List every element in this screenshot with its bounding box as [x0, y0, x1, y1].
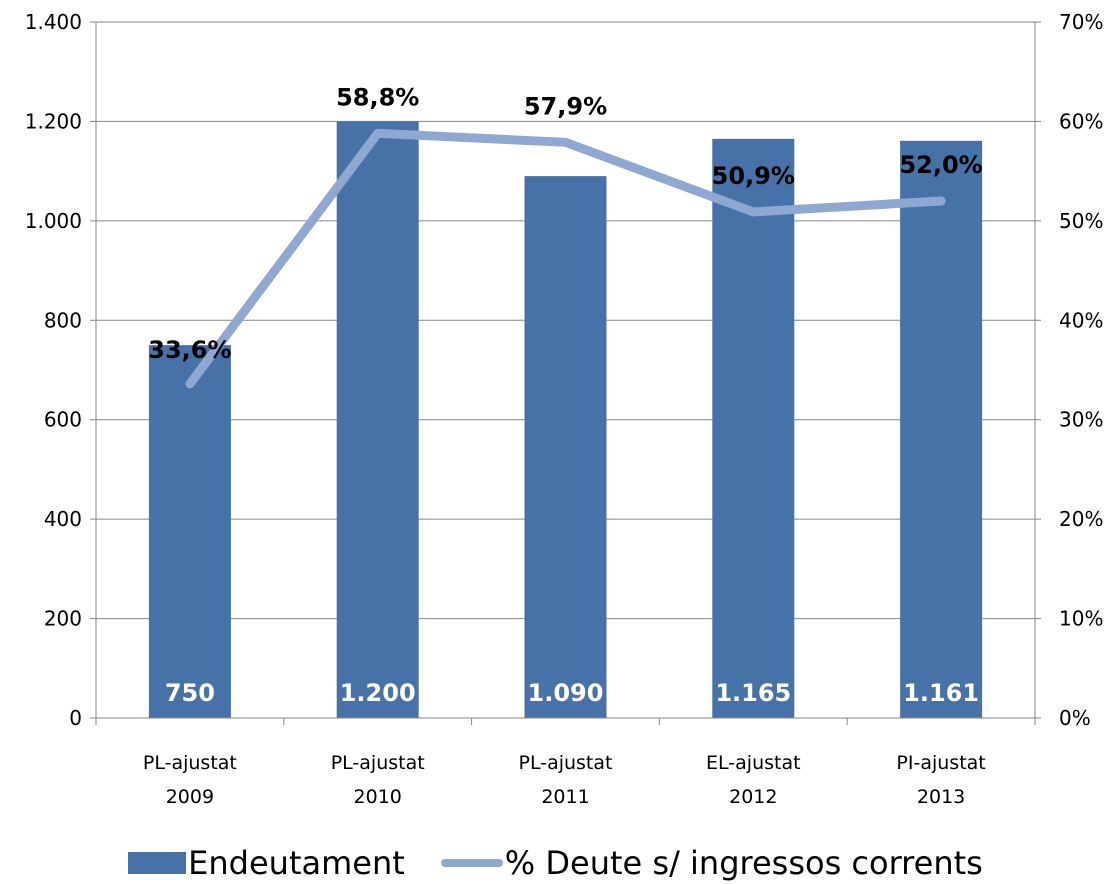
line-value-label: 58,8% — [336, 83, 419, 111]
x-tick-label: PL-ajustat — [519, 752, 613, 774]
left-tick-label: 0 — [69, 706, 82, 730]
bar — [900, 140, 983, 718]
line-point — [376, 132, 379, 135]
right-tick-label: 30% — [1059, 408, 1103, 432]
x-tick-label: PL-ajustat — [331, 752, 425, 774]
left-tick-label: 600 — [44, 408, 82, 432]
bar-value-label: 1.090 — [528, 679, 604, 707]
bar-value-label: 1.200 — [340, 679, 416, 707]
legend-label-endeutament: Endeutament — [188, 844, 405, 882]
axes: 0 200 400 600 800 1.000 1.200 1.400 0% 10% 20% 30% 4… — [25, 10, 1104, 808]
legend-item-endeutament: Endeutament — [128, 844, 405, 882]
x-tick-label: 2009 — [166, 786, 214, 808]
x-tick-label: PI-ajustat — [896, 752, 985, 774]
right-tick-label: 10% — [1059, 607, 1103, 631]
data-labels: 750 1.200 1.090 1.165 1.161 33,6% 58,8% 57,9% 50… — [148, 83, 982, 707]
x-tick-label: PL-ajustat — [143, 752, 237, 774]
right-tick-label: 50% — [1059, 209, 1103, 233]
bar-value-label: 1.161 — [903, 679, 979, 707]
bar — [712, 138, 795, 719]
right-tick-label: 0% — [1059, 706, 1091, 730]
bar — [148, 345, 231, 718]
line-point — [940, 199, 943, 202]
bar-value-label: 1.165 — [715, 679, 791, 707]
x-tick-label: 2013 — [917, 786, 965, 808]
x-tick-label: 2012 — [729, 786, 777, 808]
x-tick-label: 2011 — [541, 786, 589, 808]
bar — [336, 121, 419, 718]
left-tick-label: 1.200 — [25, 109, 82, 133]
line-point — [188, 382, 191, 385]
legend-item-deute: % Deute s/ ingressos corrents — [440, 844, 983, 882]
left-tick-label: 800 — [44, 308, 82, 332]
right-tick-label: 70% — [1059, 10, 1103, 34]
left-tick-label: 1.400 — [25, 10, 82, 34]
line-point — [752, 210, 755, 213]
line-value-label: 52,0% — [899, 151, 982, 179]
x-tick-label: EL-ajustat — [706, 752, 801, 774]
line-value-label: 57,9% — [524, 92, 607, 120]
bar-value-label: 750 — [165, 679, 215, 707]
bar — [524, 176, 607, 719]
line-point — [564, 141, 567, 144]
legend-label-deute: % Deute s/ ingressos corrents — [504, 844, 983, 882]
legend-bar-swatch — [128, 852, 187, 874]
line-value-label: 33,6% — [148, 336, 231, 364]
left-tick-label: 200 — [44, 607, 82, 631]
legend-line-swatch — [440, 859, 503, 867]
combo-chart: 0 200 400 600 800 1.000 1.200 1.400 0% 10% 20% 30% 4… — [25, 10, 1104, 808]
right-tick-label: 20% — [1059, 507, 1103, 531]
line-value-label: 50,9% — [712, 162, 795, 190]
legend: Endeutament % Deute s/ ingressos corrent… — [0, 842, 1111, 884]
left-tick-label: 400 — [44, 507, 82, 531]
line-series — [185, 128, 946, 389]
bar-series — [148, 121, 983, 719]
left-tick-label: 1.000 — [25, 209, 82, 233]
right-tick-label: 60% — [1059, 109, 1103, 133]
x-tick-label: 2010 — [354, 786, 402, 808]
right-tick-label: 40% — [1059, 308, 1103, 332]
